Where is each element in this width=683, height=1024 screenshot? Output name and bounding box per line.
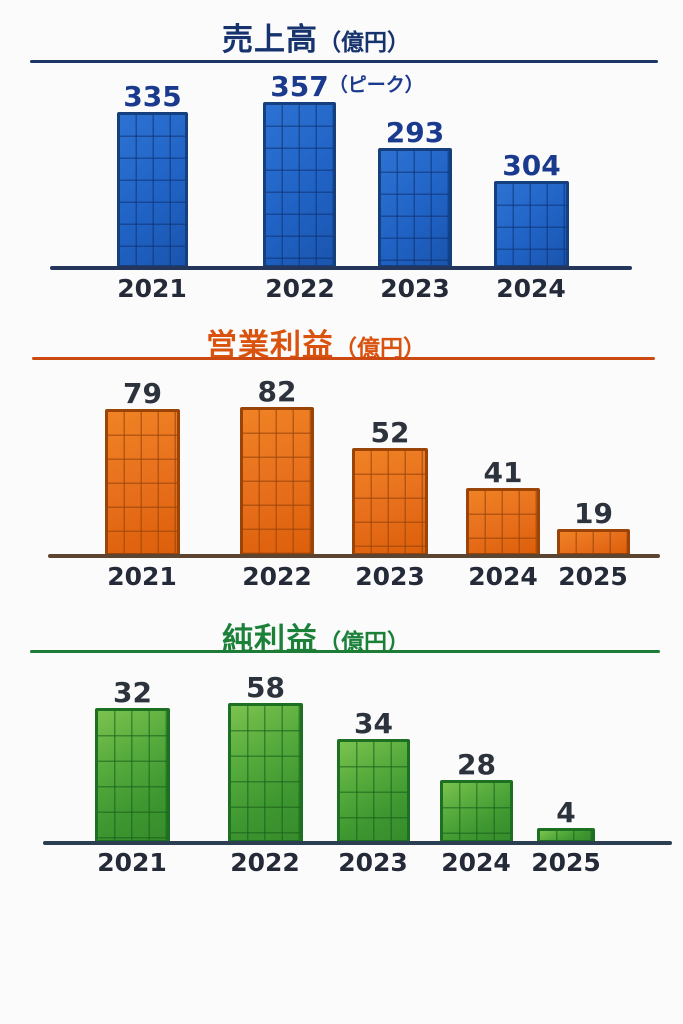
operating-profit-year-2021: 2021 <box>107 562 177 591</box>
revenue-chart: 売上高（億円） 335 357 （ピーク） 293 304 2021 2022 … <box>0 0 683 310</box>
net-profit-bar-2024: 28 <box>440 749 513 843</box>
revenue-title-underline <box>30 60 658 63</box>
operating-profit-axis-line <box>48 554 660 558</box>
revenue-year-2021: 2021 <box>117 274 187 303</box>
operating-profit-bar-2024: 41 <box>466 457 540 556</box>
revenue-axis-line <box>50 266 632 270</box>
net-profit-bar-2023: 34 <box>337 708 410 843</box>
revenue-bar-2024: 304 <box>494 150 569 268</box>
operating-profit-bar-2025: 19 <box>557 498 630 556</box>
operating-profit-year-2025: 2025 <box>558 562 628 591</box>
revenue-value-2022-number: 357 <box>270 70 329 104</box>
revenue-year-2022: 2022 <box>265 274 335 303</box>
net-profit-year-2025: 2025 <box>531 848 601 877</box>
net-profit-year-2021: 2021 <box>97 848 167 877</box>
revenue-bar-2022: 357 （ピーク） <box>263 71 424 268</box>
net-profit-value-2022: 58 <box>246 671 285 705</box>
revenue-value-2024: 304 <box>502 149 561 183</box>
net-profit-chart: 純利益（億円） 32 58 34 28 4 2021 2022 2023 202… <box>0 605 683 1024</box>
net-profit-bar-2022: 58 <box>228 672 303 843</box>
net-profit-value-2021: 32 <box>113 676 152 710</box>
net-profit-value-2024: 28 <box>457 748 496 782</box>
revenue-value-2023: 293 <box>385 116 445 150</box>
operating-profit-bar-2021: 79 <box>105 378 180 556</box>
net-profit-year-2023: 2023 <box>338 848 408 877</box>
operating-profit-year-2022: 2022 <box>242 562 312 591</box>
operating-profit-value-2021: 79 <box>123 377 162 411</box>
revenue-value-2022: 357 （ピーク） <box>270 70 423 104</box>
operating-profit-value-2023: 52 <box>370 416 410 450</box>
revenue-bar-2021: 335 <box>117 81 188 268</box>
revenue-year-2024: 2024 <box>496 274 566 303</box>
peak-annotation: （ピーク） <box>328 74 424 97</box>
operating-profit-year-2023: 2023 <box>355 562 425 591</box>
net-profit-title-underline <box>30 650 660 653</box>
operating-profit-value-2022: 82 <box>257 375 297 409</box>
revenue-year-2023: 2023 <box>380 274 450 303</box>
operating-profit-value-2024: 41 <box>483 456 523 490</box>
revenue-chart-title: 売上高（億円） <box>0 14 632 59</box>
net-profit-year-2024: 2024 <box>441 848 511 877</box>
operating-profit-bar-2022: 82 <box>240 376 314 556</box>
net-profit-value-2023: 34 <box>354 707 393 741</box>
net-profit-value-2025: 4 <box>556 796 576 830</box>
net-profit-year-2022: 2022 <box>230 848 300 877</box>
revenue-title-unit: （億円） <box>318 30 410 56</box>
operating-profit-value-2025: 19 <box>574 497 613 531</box>
operating-profit-bar-2023: 52 <box>352 417 428 556</box>
revenue-value-2021: 335 <box>123 80 182 114</box>
operating-profit-chart: 営業利益（億円） 79 82 52 41 19 2021 2022 2023 2… <box>0 310 683 605</box>
operating-profit-year-2024: 2024 <box>468 562 538 591</box>
net-profit-axis-line <box>43 841 672 845</box>
net-profit-bar-2021: 32 <box>95 677 170 843</box>
revenue-bar-2023: 293 <box>378 117 452 268</box>
revenue-title-text: 売上高 <box>222 22 318 58</box>
operating-profit-title-underline <box>32 357 655 360</box>
